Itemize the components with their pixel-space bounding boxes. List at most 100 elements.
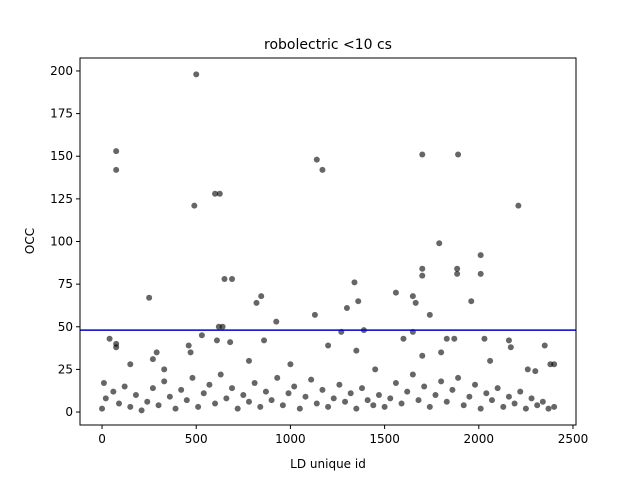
point [319,386,326,393]
point [515,202,522,209]
point [213,337,220,344]
point [183,397,190,404]
point [262,388,269,395]
y-tick-label: 0 [65,405,73,419]
point [483,390,490,397]
point [223,395,230,402]
point [144,398,151,405]
point [279,402,286,409]
point [500,403,507,410]
point [511,400,518,407]
y-tick-label: 25 [58,362,73,376]
point [488,397,495,404]
point [185,342,192,349]
point [432,391,439,398]
point [364,397,371,404]
point [106,335,113,342]
point [291,383,298,390]
y-tick-label: 200 [50,64,73,78]
point [221,276,228,283]
point [200,390,207,397]
point [398,400,405,407]
point [436,240,443,247]
point [102,395,109,402]
point [227,339,234,346]
point [517,388,524,395]
point [313,400,320,407]
point [477,252,484,259]
point [234,405,241,412]
point [287,361,294,368]
point [127,361,134,368]
point [375,391,382,398]
point [311,311,318,318]
point [505,393,512,400]
point [534,402,541,409]
point [359,385,366,392]
point [189,374,196,381]
point [347,390,354,397]
point [392,289,399,296]
point [455,374,462,381]
point [541,342,548,349]
point [472,381,479,388]
point [507,344,514,351]
point [443,335,450,342]
y-axis-label: OCC [23,228,37,254]
point [146,294,153,301]
point [412,299,419,306]
point [551,403,558,410]
y-tick-label: 100 [50,235,73,249]
point [216,190,223,197]
point [166,393,173,400]
x-tick-label: 1000 [275,432,306,446]
point [308,376,315,383]
point [113,148,120,155]
x-tick-label: 2000 [464,432,495,446]
y-tick-label: 50 [58,320,73,334]
point [212,400,219,407]
point [343,305,350,312]
point [370,402,377,409]
point [319,166,326,173]
point [353,347,360,354]
point [455,151,462,158]
point [258,293,265,300]
x-tick-label: 2500 [558,432,589,446]
point [121,383,128,390]
point [161,366,168,373]
point [351,279,358,286]
point [336,381,343,388]
point [219,323,226,330]
point [415,397,422,404]
y-tick-label: 150 [50,149,73,163]
point [426,403,433,410]
point [99,405,106,412]
point [342,398,349,405]
point [296,405,303,412]
point [325,403,332,410]
point [206,381,213,388]
point [274,374,281,381]
point [100,380,107,387]
y-tick-label: 175 [50,107,73,121]
point [426,311,433,318]
point [438,378,445,385]
point [551,361,558,368]
chart-title: robolectric <10 cs [264,37,392,53]
point [392,380,399,387]
point [285,390,292,397]
point [387,395,394,402]
point [217,371,224,378]
point [245,398,252,405]
point [468,298,475,305]
point [325,342,332,349]
point [400,335,407,342]
point [372,366,379,373]
point [454,265,461,272]
point [161,378,168,385]
point [419,272,426,279]
point [273,318,280,325]
point [251,380,258,387]
